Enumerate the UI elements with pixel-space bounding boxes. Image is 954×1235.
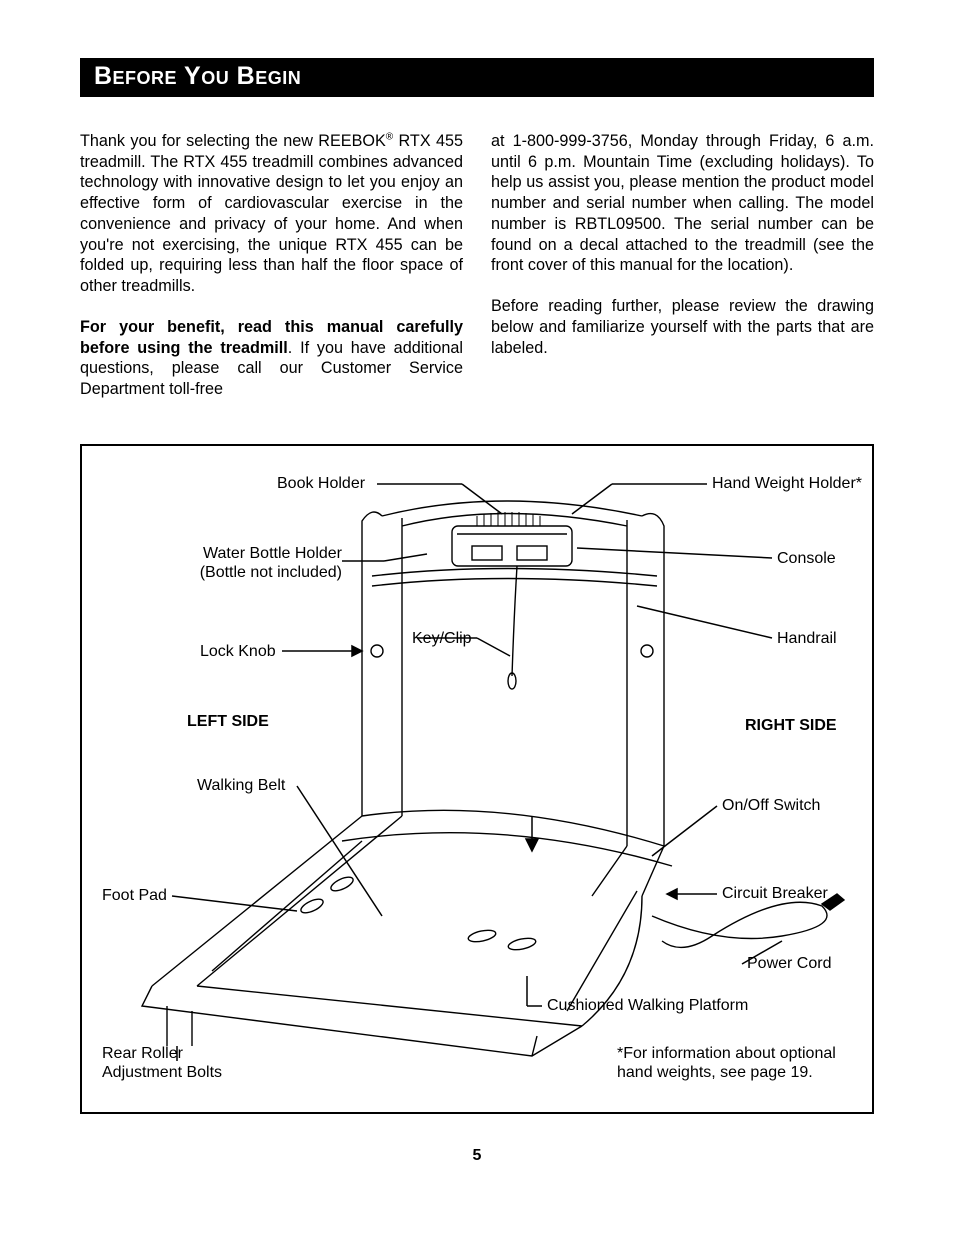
label-rear-roller: Rear Roller Adjustment Bolts [102, 1044, 222, 1082]
label-cushioned: Cushioned Walking Platform [547, 996, 748, 1015]
label-hand-weight: Hand Weight Holder* [712, 474, 862, 493]
intro-text-b: RTX 455 treadmill. The RTX 455 treadmill… [80, 132, 463, 295]
label-key-clip: Key/Clip [412, 629, 472, 648]
label-water-bottle: Water Bottle Holder (Bottle not included… [192, 544, 342, 582]
label-lock-knob: Lock Knob [200, 642, 276, 661]
intro-text-a: Thank you for selecting the new REEBOK [80, 132, 386, 150]
right-column: at 1-800-999-3756, Monday through Friday… [491, 131, 874, 420]
label-book-holder: Book Holder [277, 474, 365, 493]
label-footnote-1: *For information about optional [617, 1045, 836, 1062]
review-paragraph: Before reading further, please review th… [491, 296, 874, 358]
label-rear-roller-1: Rear Roller [102, 1045, 183, 1062]
label-power-cord: Power Cord [747, 954, 831, 973]
label-foot-pad: Foot Pad [102, 886, 167, 905]
label-left-side: LEFT SIDE [187, 712, 269, 731]
label-water-bottle-1: Water Bottle Holder [203, 545, 342, 562]
page-number: 5 [0, 1147, 954, 1165]
label-walking-belt: Walking Belt [197, 776, 285, 795]
label-handrail: Handrail [777, 629, 837, 648]
parts-diagram: Book Holder Hand Weight Holder* Water Bo… [80, 444, 874, 1114]
label-footnote-2: hand weights, see page 19. [617, 1064, 813, 1081]
benefit-paragraph: For your benefit, read this manual caref… [80, 317, 463, 400]
label-console: Console [777, 549, 836, 568]
section-header: Before You Begin [80, 58, 874, 97]
label-rear-roller-2: Adjustment Bolts [102, 1064, 222, 1081]
left-column: Thank you for selecting the new REEBOK® … [80, 131, 463, 420]
phone-paragraph: at 1-800-999-3756, Monday through Friday… [491, 131, 874, 276]
label-footnote: *For information about optional hand wei… [617, 1044, 836, 1082]
intro-paragraph: Thank you for selecting the new REEBOK® … [80, 131, 463, 297]
label-right-side: RIGHT SIDE [745, 716, 837, 735]
label-circuit-breaker: Circuit Breaker [722, 884, 828, 903]
label-water-bottle-2: (Bottle not included) [200, 564, 342, 581]
label-on-off: On/Off Switch [722, 796, 820, 815]
body-columns: Thank you for selecting the new REEBOK® … [80, 131, 874, 420]
